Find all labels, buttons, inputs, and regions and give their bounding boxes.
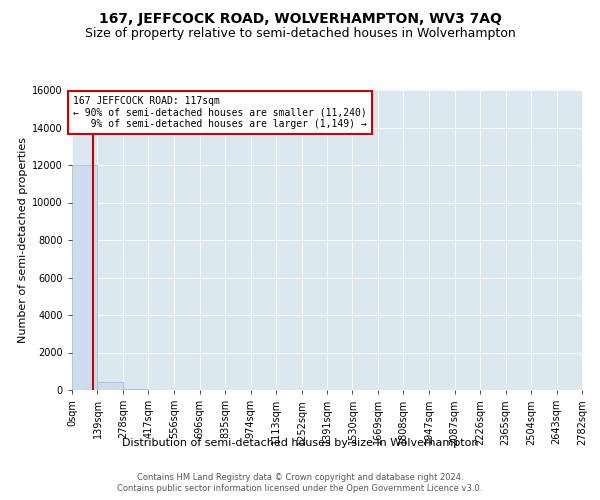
Text: 167 JEFFCOCK ROAD: 117sqm
← 90% of semi-detached houses are smaller (11,240)
   : 167 JEFFCOCK ROAD: 117sqm ← 90% of semi-…: [73, 96, 367, 129]
Text: Size of property relative to semi-detached houses in Wolverhampton: Size of property relative to semi-detach…: [85, 28, 515, 40]
Text: Contains HM Land Registry data © Crown copyright and database right 2024.: Contains HM Land Registry data © Crown c…: [137, 472, 463, 482]
Y-axis label: Number of semi-detached properties: Number of semi-detached properties: [18, 137, 28, 343]
Bar: [72, 165, 97, 390]
Text: Distribution of semi-detached houses by size in Wolverhampton: Distribution of semi-detached houses by …: [122, 438, 478, 448]
Text: Contains public sector information licensed under the Open Government Licence v3: Contains public sector information licen…: [118, 484, 482, 493]
Text: 167, JEFFCOCK ROAD, WOLVERHAMPTON, WV3 7AQ: 167, JEFFCOCK ROAD, WOLVERHAMPTON, WV3 7…: [98, 12, 502, 26]
Bar: [97, 382, 123, 390]
